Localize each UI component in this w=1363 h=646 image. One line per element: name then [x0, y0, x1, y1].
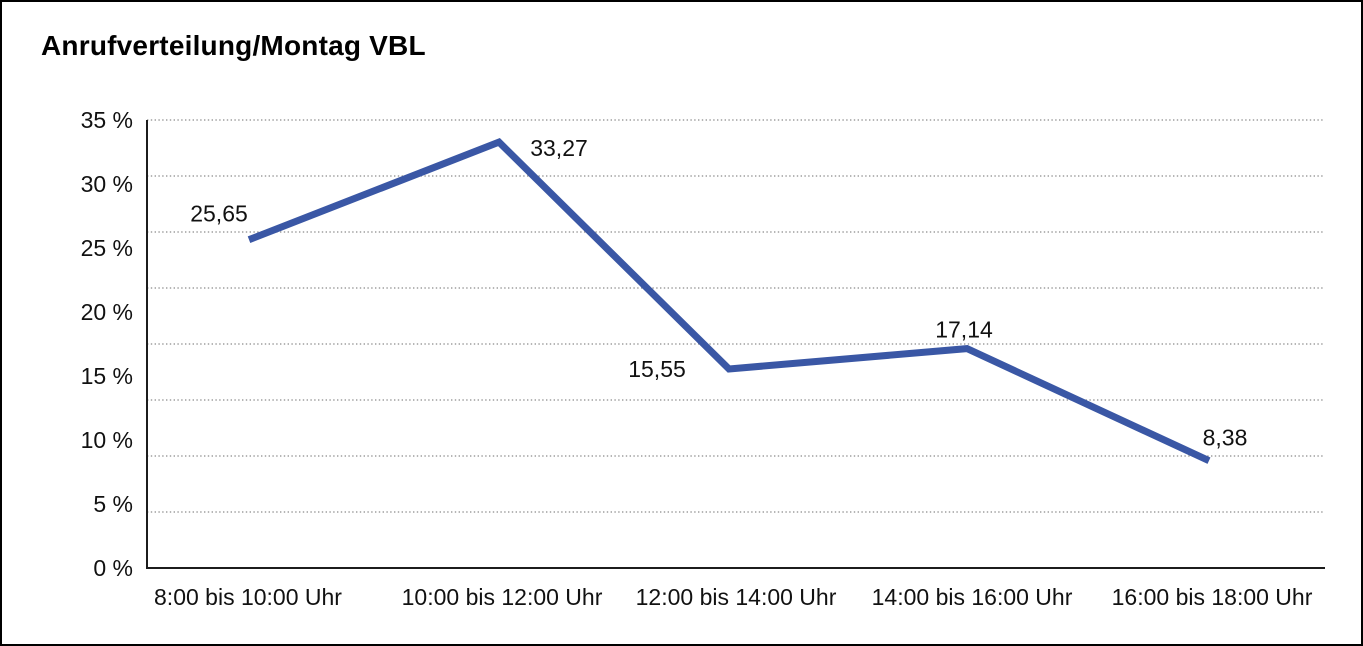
y-tick-label: 10 % [81, 427, 133, 453]
y-tick-label: 25 % [81, 235, 133, 261]
y-tick-label: 5 % [93, 491, 133, 517]
point-value-label: 25,65 [190, 201, 248, 227]
y-tick-label: 15 % [81, 363, 133, 389]
point-value-label: 15,55 [628, 356, 686, 382]
x-category-label: 12:00 bis 14:00 Uhr [636, 584, 837, 610]
point-value-label: 17,14 [935, 317, 993, 343]
x-category-label: 10:00 bis 12:00 Uhr [402, 584, 603, 610]
y-tick-label: 35 % [81, 107, 133, 133]
data-series-line [247, 138, 1211, 464]
y-tick-label: 0 % [93, 555, 133, 581]
x-category-label: 14:00 bis 16:00 Uhr [872, 584, 1073, 610]
x-category-label: 8:00 bis 10:00 Uhr [154, 584, 342, 610]
y-tick-label: 20 % [81, 299, 133, 325]
x-category-label: 16:00 bis 18:00 Uhr [1112, 584, 1313, 610]
point-value-label: 33,27 [530, 135, 588, 161]
chart-title: Anrufverteilung/Montag VBL [41, 30, 426, 61]
point-value-label: 8,38 [1203, 425, 1248, 451]
y-tick-label: 30 % [81, 171, 133, 197]
